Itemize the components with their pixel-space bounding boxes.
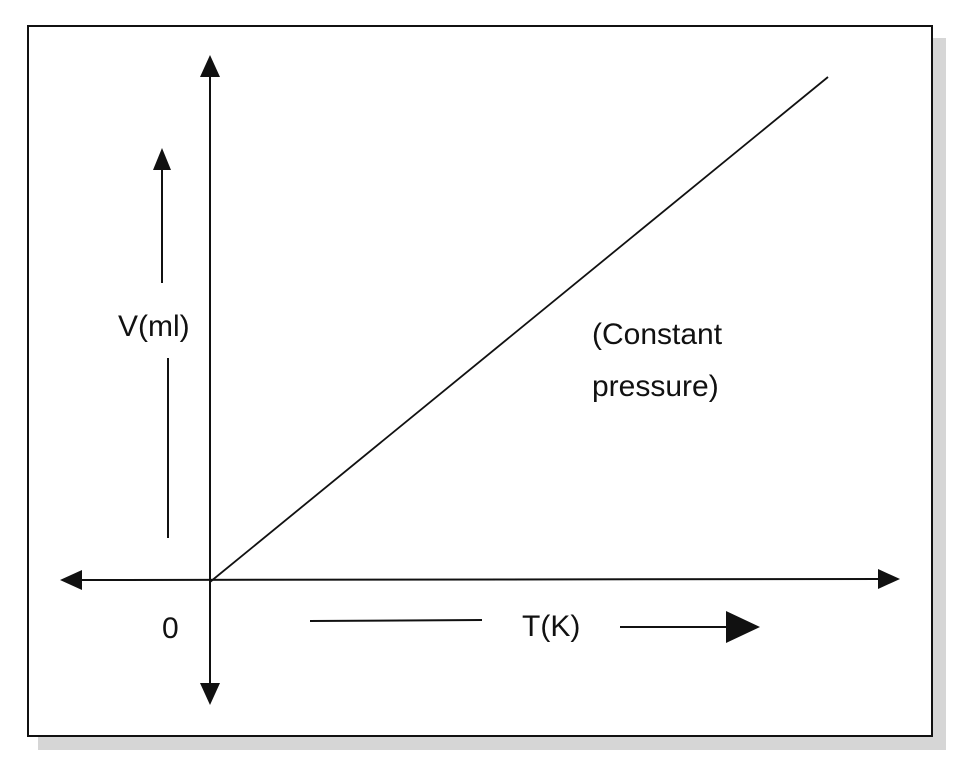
x-label-indicator: [309, 611, 760, 643]
x-axis-label: T(K): [522, 610, 580, 643]
y-axis-arrow-down-icon: [200, 683, 220, 705]
note-line-1: (Constant: [592, 318, 723, 351]
x-indicator-left-line: [309, 619, 483, 622]
x-indicator-arrow-right-icon: [726, 611, 760, 643]
volume-temperature-line: [209, 76, 829, 583]
y-axis-label: V(ml): [118, 310, 190, 343]
frame-border: [27, 25, 933, 737]
note-line-2: pressure): [592, 370, 719, 403]
y-label-indicator: [153, 148, 171, 538]
origin-label: 0: [162, 612, 179, 645]
y-indicator-arrow-up-icon: [153, 148, 171, 170]
x-axis-line: [79, 578, 881, 581]
y-axis: [200, 55, 220, 705]
x-axis-arrow-right-icon: [878, 569, 900, 589]
y-axis-arrow-up-icon: [200, 55, 220, 77]
x-axis-arrow-left-icon: [60, 570, 82, 590]
diagram-frame: [27, 25, 946, 750]
